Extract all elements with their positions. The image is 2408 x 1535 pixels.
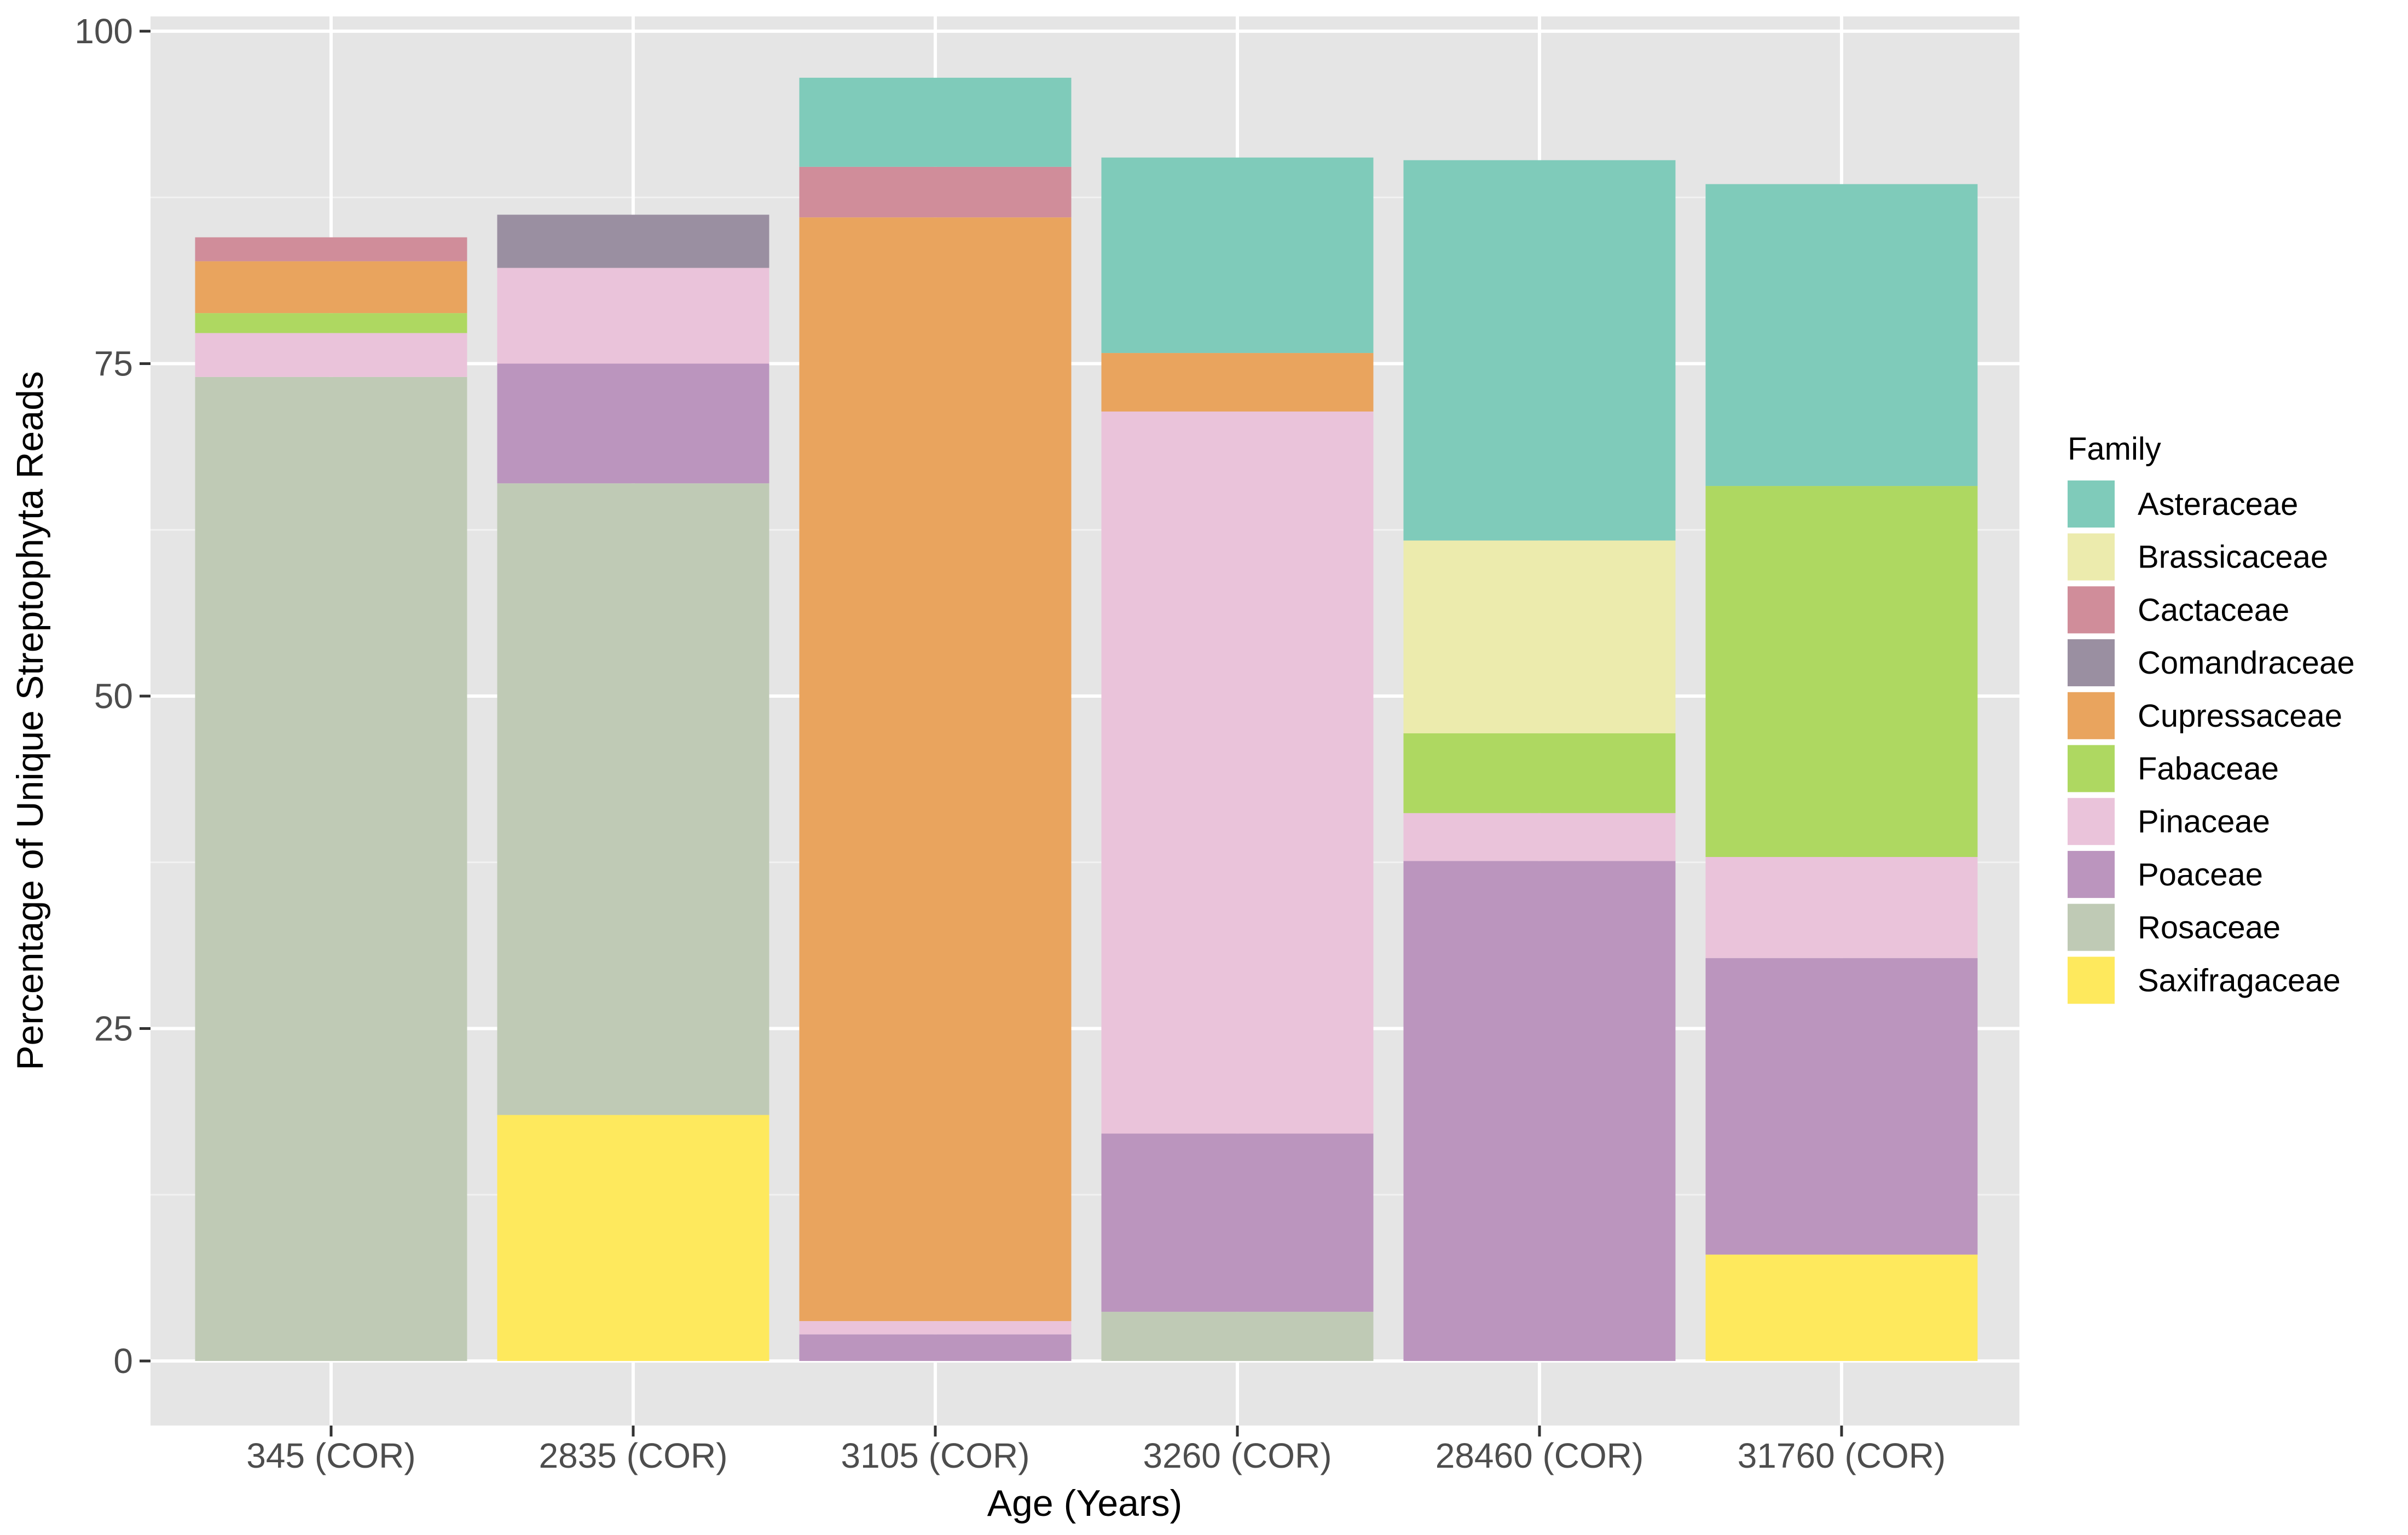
x-tick-label: 3260 (COR) — [1143, 1436, 1332, 1475]
bar-pinaceae-2835 — [497, 268, 769, 364]
bar-cupressaceae-345 — [195, 261, 467, 314]
bar-fabaceae-28460 — [1403, 733, 1676, 813]
y-tick-label: 100 — [74, 11, 133, 51]
bar-pinaceae-3260 — [1101, 411, 1374, 1134]
legend-label-poaceae: Poaceae — [2138, 857, 2263, 893]
legend-swatch-rosaceae — [2068, 903, 2115, 951]
bar-rosaceae-3260 — [1101, 1312, 1374, 1361]
legend-swatch-comandraceae — [2068, 639, 2115, 687]
legend-title: Family — [2068, 431, 2161, 467]
x-tick-label: 345 (COR) — [246, 1436, 415, 1475]
legend-label-cupressaceae: Cupressaceae — [2138, 698, 2342, 734]
x-tick-label: 28460 (COR) — [1435, 1436, 1644, 1475]
bar-cupressaceae-3260 — [1101, 353, 1374, 412]
y-axis-title: Percentage of Unique Streptophyta Reads — [9, 371, 51, 1070]
x-tick-label: 2835 (COR) — [539, 1436, 728, 1475]
legend-label-rosaceae: Rosaceae — [2138, 910, 2280, 946]
bar-pinaceae-31760 — [1705, 857, 1978, 958]
legend-swatch-fabaceae — [2068, 745, 2115, 792]
legend-label-saxifragaceae: Saxifragaceae — [2138, 963, 2341, 998]
bar-asteraceae-28460 — [1403, 160, 1676, 541]
bar-cactaceae-345 — [195, 237, 467, 262]
legend-swatch-brassicaceae — [2068, 533, 2115, 581]
bar-fabaceae-345 — [195, 313, 467, 333]
bar-cupressaceae-3105 — [799, 217, 1072, 1322]
bar-pinaceae-28460 — [1403, 813, 1676, 861]
x-tick-label: 31760 (COR) — [1738, 1436, 1946, 1475]
y-tick-label: 0 — [113, 1341, 133, 1381]
bar-pinaceae-345 — [195, 333, 467, 377]
legend-label-brassicaceae: Brassicaceae — [2138, 540, 2328, 575]
bar-saxifragaceae-31760 — [1705, 1254, 1978, 1361]
legend-label-pinaceae: Pinaceae — [2138, 804, 2270, 839]
bar-cactaceae-3105 — [799, 166, 1072, 218]
bars — [195, 78, 1978, 1361]
legend-swatch-saxifragaceae — [2068, 957, 2115, 1004]
bar-poaceae-2835 — [497, 363, 769, 484]
bar-fabaceae-31760 — [1705, 486, 1978, 858]
y-tick-label: 75 — [94, 344, 133, 384]
bar-asteraceae-3260 — [1101, 157, 1374, 354]
legend-label-fabaceae: Fabaceae — [2138, 751, 2279, 787]
x-axis-title: Age (Years) — [987, 1482, 1183, 1524]
x-axis: 345 (COR) 2835 (COR) 3105 (COR) 3260 (COR) 2… — [246, 1426, 1946, 1475]
x-tick-label: 3105 (COR) — [841, 1436, 1030, 1475]
legend-label-cactaceae: Cactaceae — [2138, 592, 2289, 628]
bar-pinaceae-3105 — [799, 1321, 1072, 1335]
y-axis: 0 25 50 75 100 — [74, 11, 150, 1381]
legend-label-asteraceae: Asteraceae — [2138, 486, 2298, 522]
legend-label-comandraceae: Comandraceae — [2138, 645, 2355, 681]
bar-poaceae-28460 — [1403, 861, 1676, 1361]
bar-saxifragaceae-2835 — [497, 1115, 769, 1361]
bar-poaceae-3260 — [1101, 1133, 1374, 1312]
bar-rosaceae-345 — [195, 376, 467, 1361]
legend-swatch-asteraceae — [2068, 480, 2115, 528]
bar-asteraceae-3105 — [799, 78, 1072, 167]
bar-poaceae-3105 — [799, 1334, 1072, 1361]
legend-swatch-poaceae — [2068, 850, 2115, 898]
legend-swatch-pinaceae — [2068, 798, 2115, 845]
bar-brassicaceae-28460 — [1403, 540, 1676, 734]
bar-rosaceae-2835 — [497, 483, 769, 1115]
legend-swatch-cactaceae — [2068, 586, 2115, 634]
legend-swatch-cupressaceae — [2068, 692, 2115, 739]
legend: Family Asteraceae Brassicaceae Cactaceae Co… — [2068, 431, 2355, 1004]
bar-poaceae-31760 — [1705, 958, 1978, 1255]
bar-comandraceae-2835 — [497, 215, 769, 268]
y-tick-label: 50 — [94, 676, 133, 716]
y-tick-label: 25 — [94, 1009, 133, 1049]
bar-asteraceae-31760 — [1705, 184, 1978, 486]
